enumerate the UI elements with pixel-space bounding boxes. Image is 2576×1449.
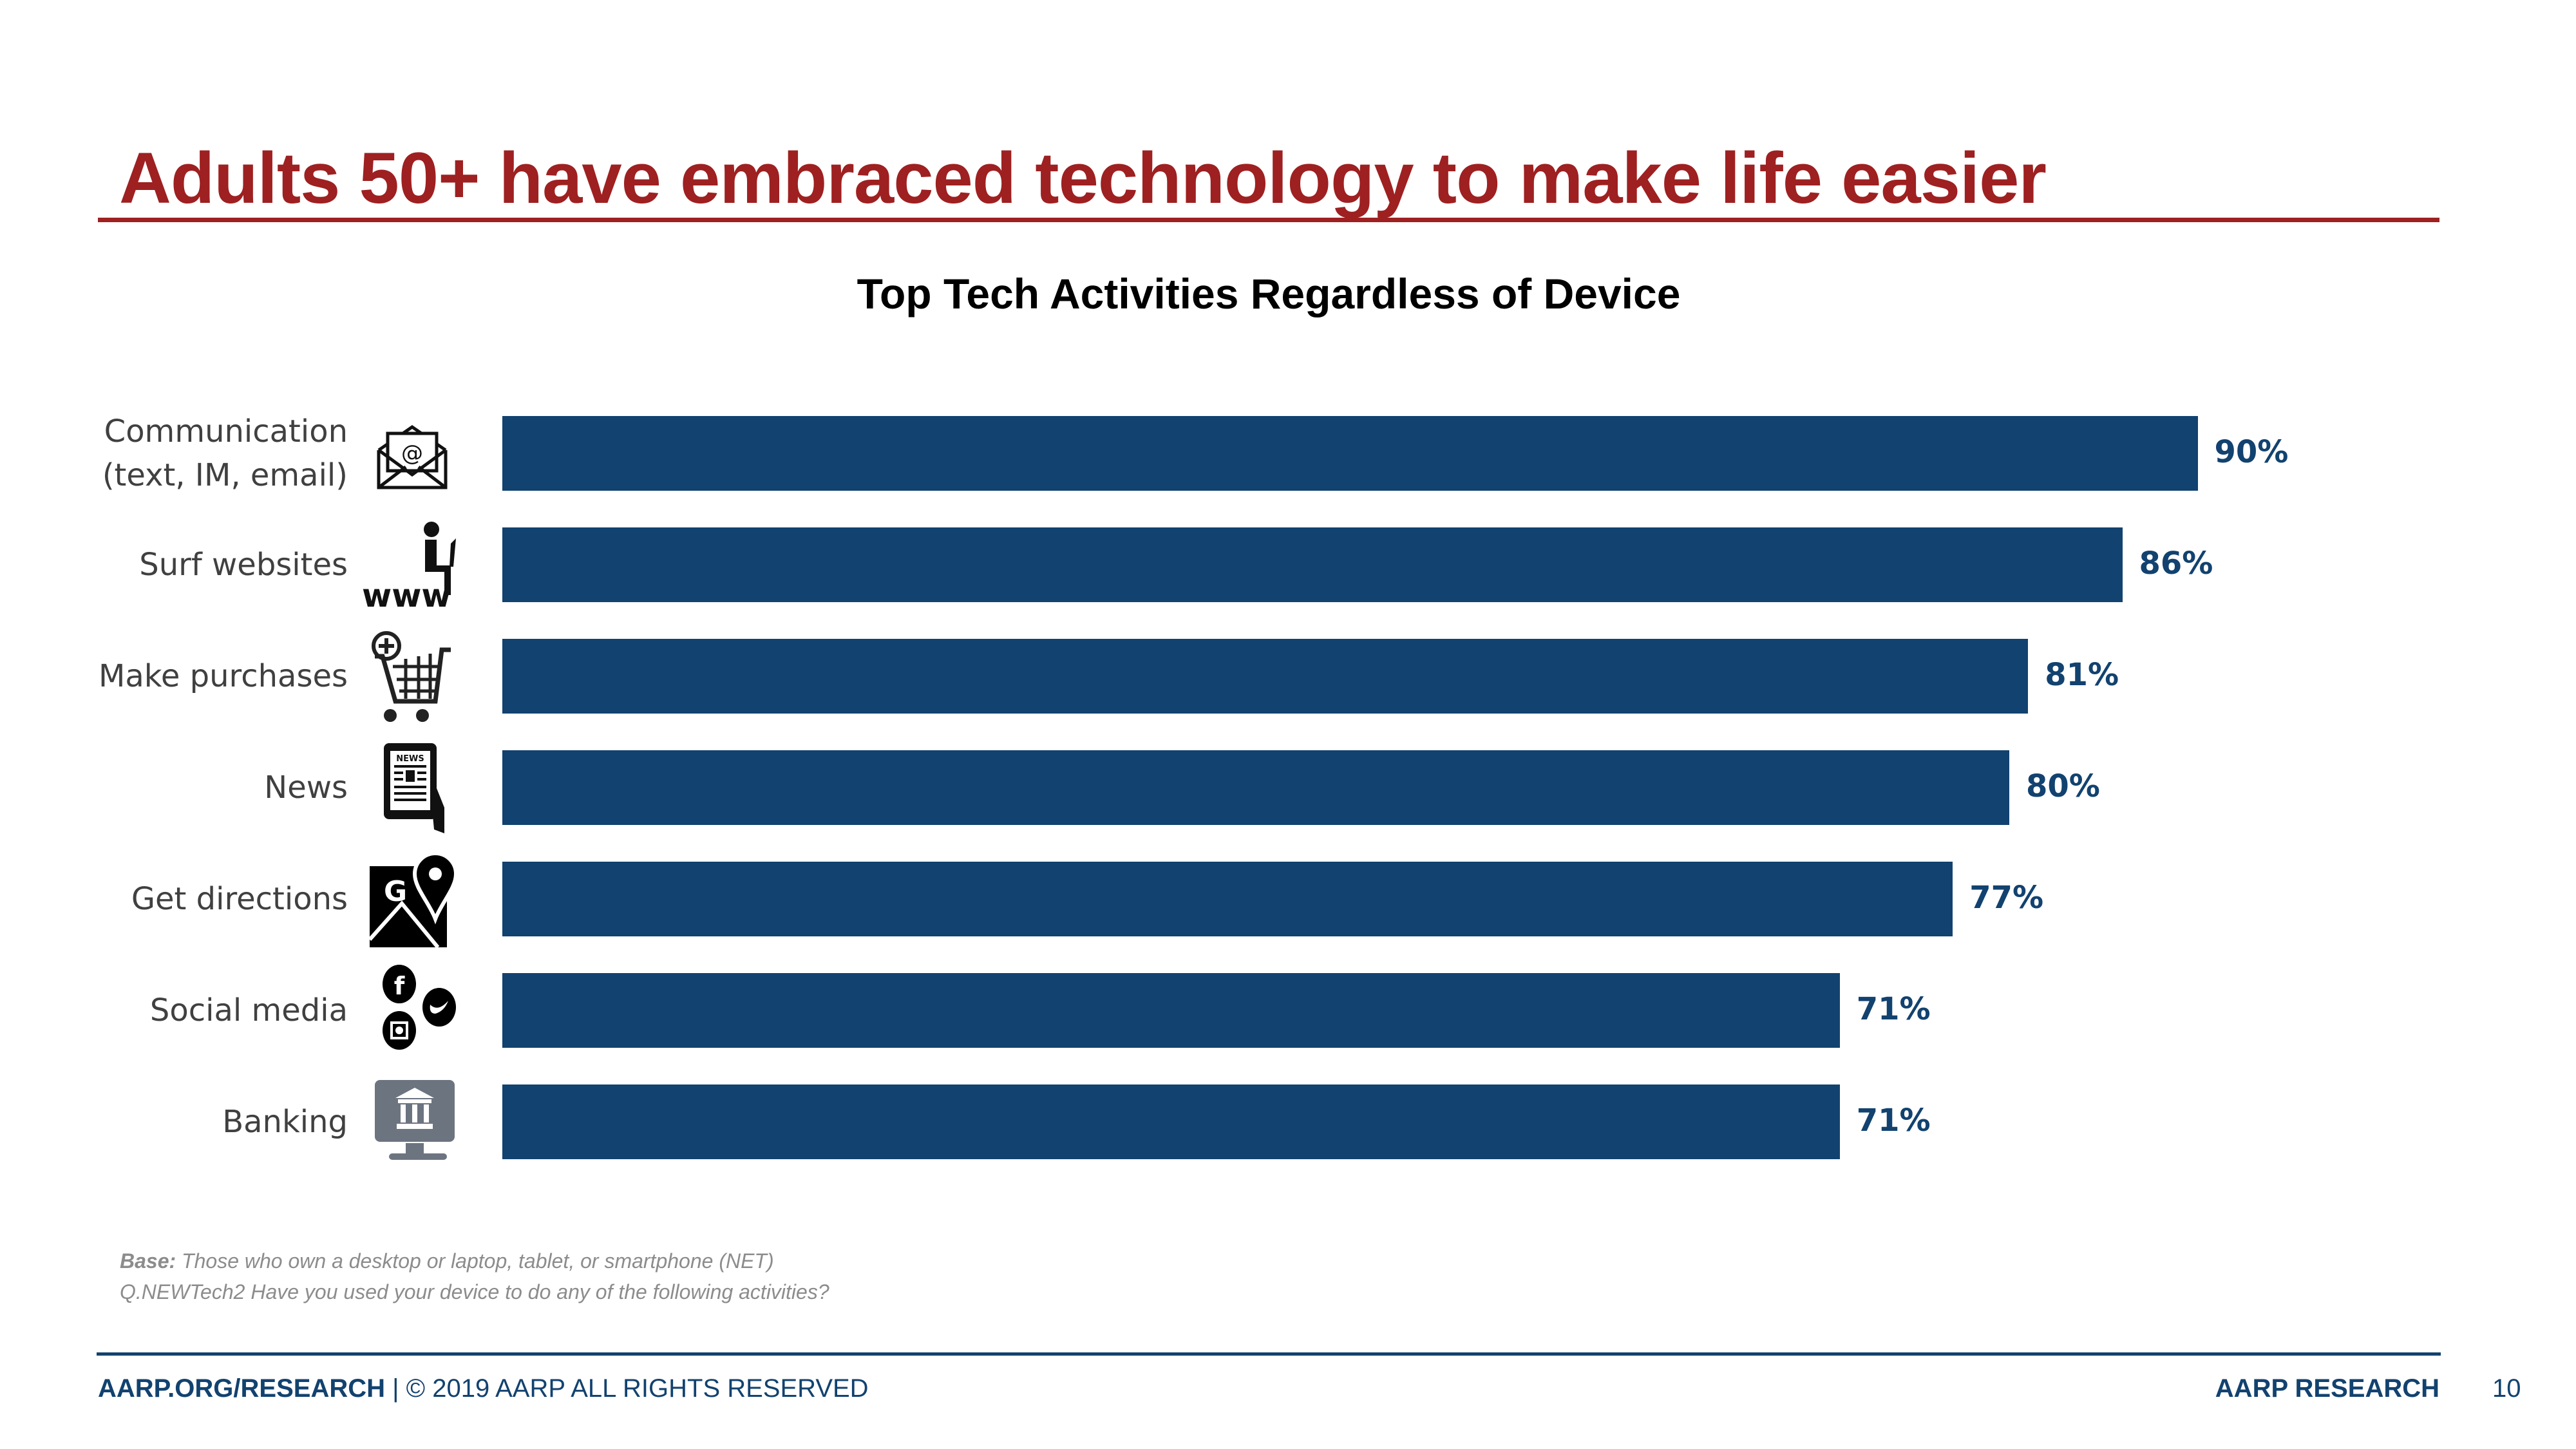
envelope-at-icon: @	[361, 405, 464, 502]
question-note: Q.NEWTech2 Have you used your device to …	[120, 1280, 829, 1303]
category-label: Communication (text, IM, email)	[102, 410, 348, 497]
category-label-line1: Communication	[104, 413, 348, 450]
category-label: Make purchases	[99, 654, 348, 698]
category-label: Get directions	[131, 877, 348, 921]
data-label: 80%	[2026, 768, 2100, 804]
category-label-line1: Social media	[149, 992, 348, 1028]
map-pin-icon: G	[361, 851, 464, 949]
svg-text:www: www	[362, 577, 451, 613]
footer-site-link[interactable]: AARP.ORG/RESEARCH	[98, 1374, 385, 1403]
page-number: 10	[2492, 1374, 2521, 1403]
data-label: 86%	[2139, 545, 2213, 582]
bank-monitor-icon	[361, 1074, 464, 1170]
tablet-news-icon: NEWS	[361, 739, 464, 836]
data-label: 90%	[2214, 434, 2289, 470]
category-label-line1: Surf websites	[139, 547, 348, 583]
data-label: 81%	[2045, 657, 2119, 693]
data-label: 71%	[1856, 1103, 1931, 1139]
bar	[502, 973, 1840, 1048]
category-label-line2: (text, IM, email)	[102, 457, 348, 493]
base-text: Those who own a desktop or laptop, table…	[176, 1249, 774, 1273]
footer-copyright: AARP.ORG/RESEARCH | © 2019 AARP ALL RIGH…	[98, 1374, 869, 1403]
base-label: Base:	[120, 1249, 176, 1273]
base-note: Base: Those who own a desktop or laptop,…	[120, 1249, 774, 1273]
chart-title: Top Tech Activities Regardless of Device	[857, 270, 1681, 317]
bar	[502, 527, 2123, 602]
bar	[502, 750, 2009, 825]
person-laptop-www-icon: www	[361, 516, 464, 614]
category-label-line1: News	[264, 770, 348, 806]
svg-text:f: f	[394, 972, 405, 1000]
category-label: News	[264, 766, 348, 810]
bar	[502, 862, 1953, 936]
bar	[502, 416, 2198, 491]
shopping-cart-add-icon	[361, 628, 464, 724]
footer-brand: AARP RESEARCH	[2215, 1374, 2439, 1403]
svg-text:NEWS: NEWS	[396, 754, 424, 764]
title-divider	[98, 218, 2439, 222]
svg-text:G: G	[384, 875, 407, 908]
category-label: Surf websites	[139, 543, 348, 587]
social-media-icon: f	[361, 962, 464, 1059]
footer-divider	[97, 1352, 2441, 1356]
data-label: 71%	[1856, 991, 1931, 1027]
data-label: 77%	[1969, 880, 2044, 916]
category-label: Banking	[222, 1100, 348, 1144]
svg-text:@: @	[401, 440, 423, 466]
category-label: Social media	[150, 989, 348, 1032]
bar	[502, 639, 2029, 714]
slide-title: Adults 50+ have embraced technology to m…	[119, 138, 2047, 218]
category-label-line1: Make purchases	[98, 658, 348, 694]
footer-copyright-text: | © 2019 AARP ALL RIGHTS RESERVED	[385, 1374, 869, 1403]
category-label-line1: Get directions	[131, 881, 348, 917]
bar	[502, 1084, 1840, 1159]
category-label-line1: Banking	[222, 1104, 348, 1140]
